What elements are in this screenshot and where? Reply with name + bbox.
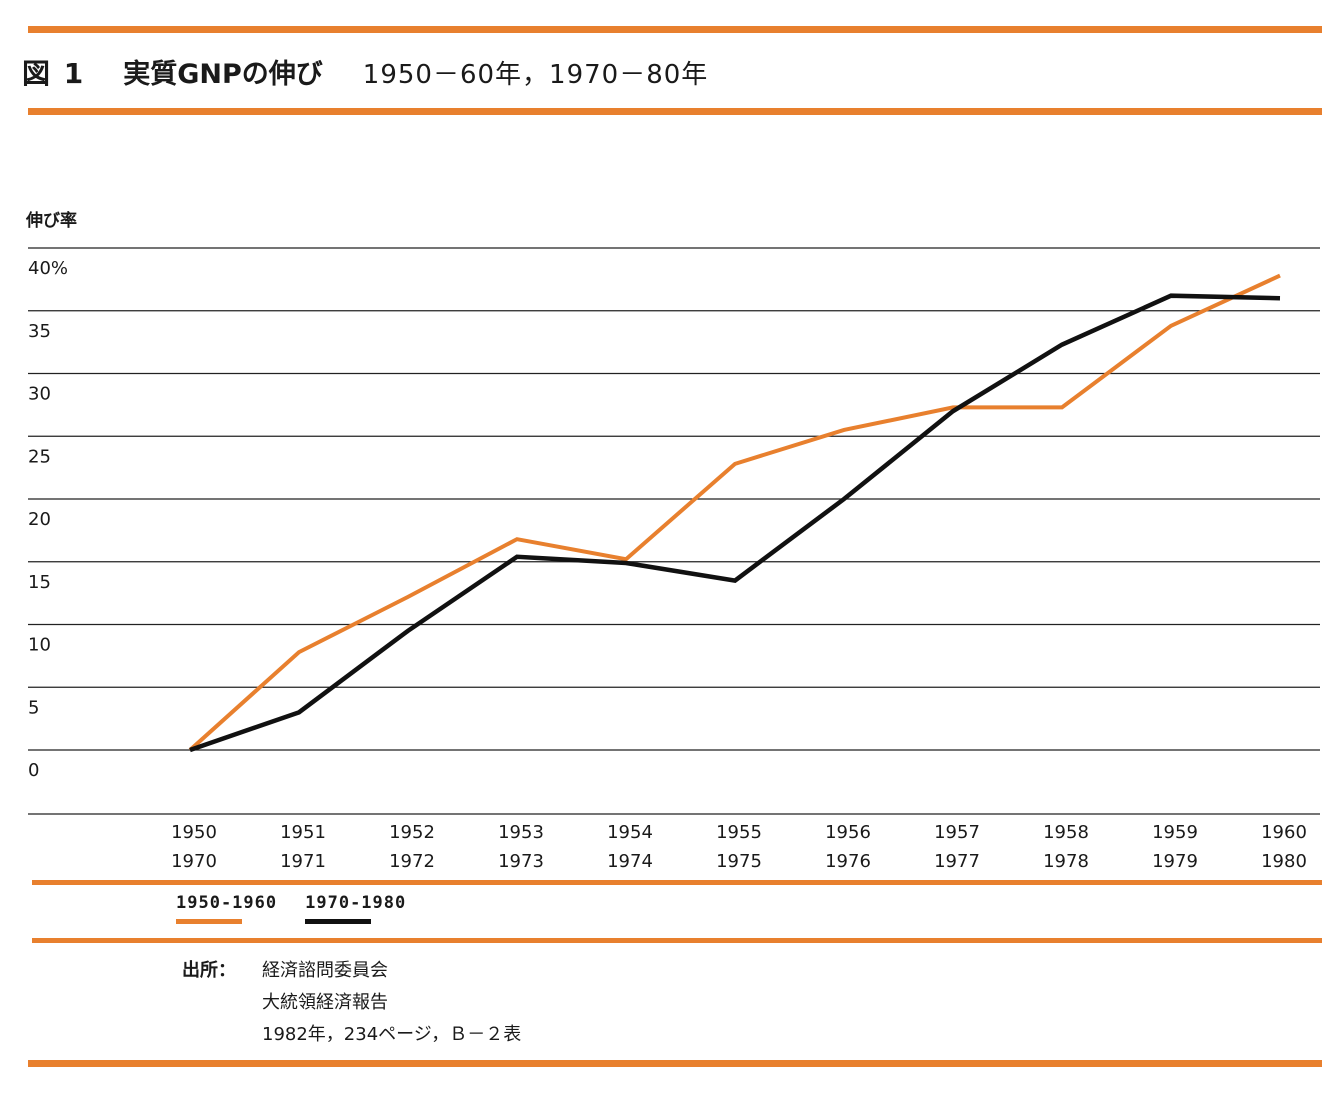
x-tick-label: 1955 — [716, 822, 762, 843]
y-tick-label: 10 — [28, 635, 51, 656]
title-row: 図 1 実質GNPの伸び 1950－60年，1970－80年 — [22, 52, 708, 92]
x-tick-label: 1960 — [1261, 822, 1307, 843]
y-tick-label: 25 — [28, 446, 51, 467]
legend-bottom-rule — [32, 938, 1322, 943]
x-tick-label: 1972 — [389, 851, 435, 872]
grid-lines — [28, 247, 1320, 815]
x-tick-label: 1956 — [825, 822, 871, 843]
y-tick-label: 40% — [28, 258, 68, 279]
legend-item-1970-1980: 1970-1980 — [305, 893, 406, 924]
source-lines: 経済諮問委員会 大統領経済報告 1982年，234ページ，Ｂ－２表 — [262, 956, 521, 1046]
x-tick-label: 1951 — [280, 822, 326, 843]
legend-swatch-orange — [176, 919, 242, 924]
source-note: 出所： 経済諮問委員会 大統領経済報告 1982年，234ページ，Ｂ－２表 — [182, 956, 521, 1046]
x-tick-label: 1959 — [1152, 822, 1198, 843]
x-tick-label: 1978 — [1043, 851, 1089, 872]
x-tick-label: 1954 — [607, 822, 653, 843]
title-underline-rule — [28, 108, 1322, 115]
x-tick-labels: 1950 1970 1951 1971 1952 1972 1953 1973 1954 1974… — [171, 822, 1307, 872]
y-tick-label: 5 — [28, 697, 39, 718]
series-lines — [188, 273, 1281, 753]
x-tick-label: 1979 — [1152, 851, 1198, 872]
y-tick-labels: 40% 35 30 25 20 15 10 5 0 — [28, 258, 68, 781]
legend-label-1950-1960: 1950-1960 — [176, 893, 278, 913]
x-tick-label: 1971 — [280, 851, 326, 872]
top-rule — [28, 26, 1322, 33]
x-tick-label: 1970 — [171, 851, 217, 872]
source-line-2: 大統領経済報告 — [262, 992, 388, 1013]
legend-label-1970-1980: 1970-1980 — [305, 893, 407, 913]
figure-title: 実質GNPの伸び — [123, 59, 323, 90]
y-tick-label: 35 — [28, 321, 51, 342]
legend-item-1950-1960: 1950-1960 — [176, 893, 277, 924]
legend: 1950-1960 1970-1980 — [176, 893, 406, 924]
source-line-1: 経済諮問委員会 — [262, 960, 388, 981]
x-tick-label: 1974 — [607, 851, 653, 872]
series-line-1970-1980 — [189, 293, 1281, 753]
y-axis-label: 伸び率 — [25, 210, 77, 231]
x-tick-label: 1975 — [716, 851, 762, 872]
x-tick-label: 1952 — [389, 822, 435, 843]
x-tick-label: 1950 — [171, 822, 217, 843]
x-tick-label: 1980 — [1261, 851, 1307, 872]
chart-bottom-rule — [32, 880, 1322, 885]
bottom-rule — [28, 1060, 1322, 1067]
x-tick-label: 1953 — [498, 822, 544, 843]
y-tick-label: 30 — [28, 384, 51, 405]
figure-label: 図 1 — [22, 57, 86, 90]
x-tick-label: 1977 — [934, 851, 980, 872]
source-line-3: 1982年，234ページ，Ｂ－２表 — [262, 1024, 522, 1045]
x-tick-label: 1958 — [1043, 822, 1089, 843]
x-tick-label: 1976 — [825, 851, 871, 872]
y-tick-label: 15 — [28, 572, 51, 593]
y-tick-label: 20 — [28, 509, 51, 530]
source-label: 出所： — [182, 960, 236, 981]
x-tick-label: 1973 — [498, 851, 544, 872]
figure-subtitle: 1950－60年，1970－80年 — [362, 60, 709, 90]
x-tick-label: 1957 — [934, 822, 980, 843]
legend-swatch-black — [305, 919, 372, 924]
y-tick-label: 0 — [28, 760, 39, 781]
series-line-1950-1960 — [188, 273, 1281, 752]
